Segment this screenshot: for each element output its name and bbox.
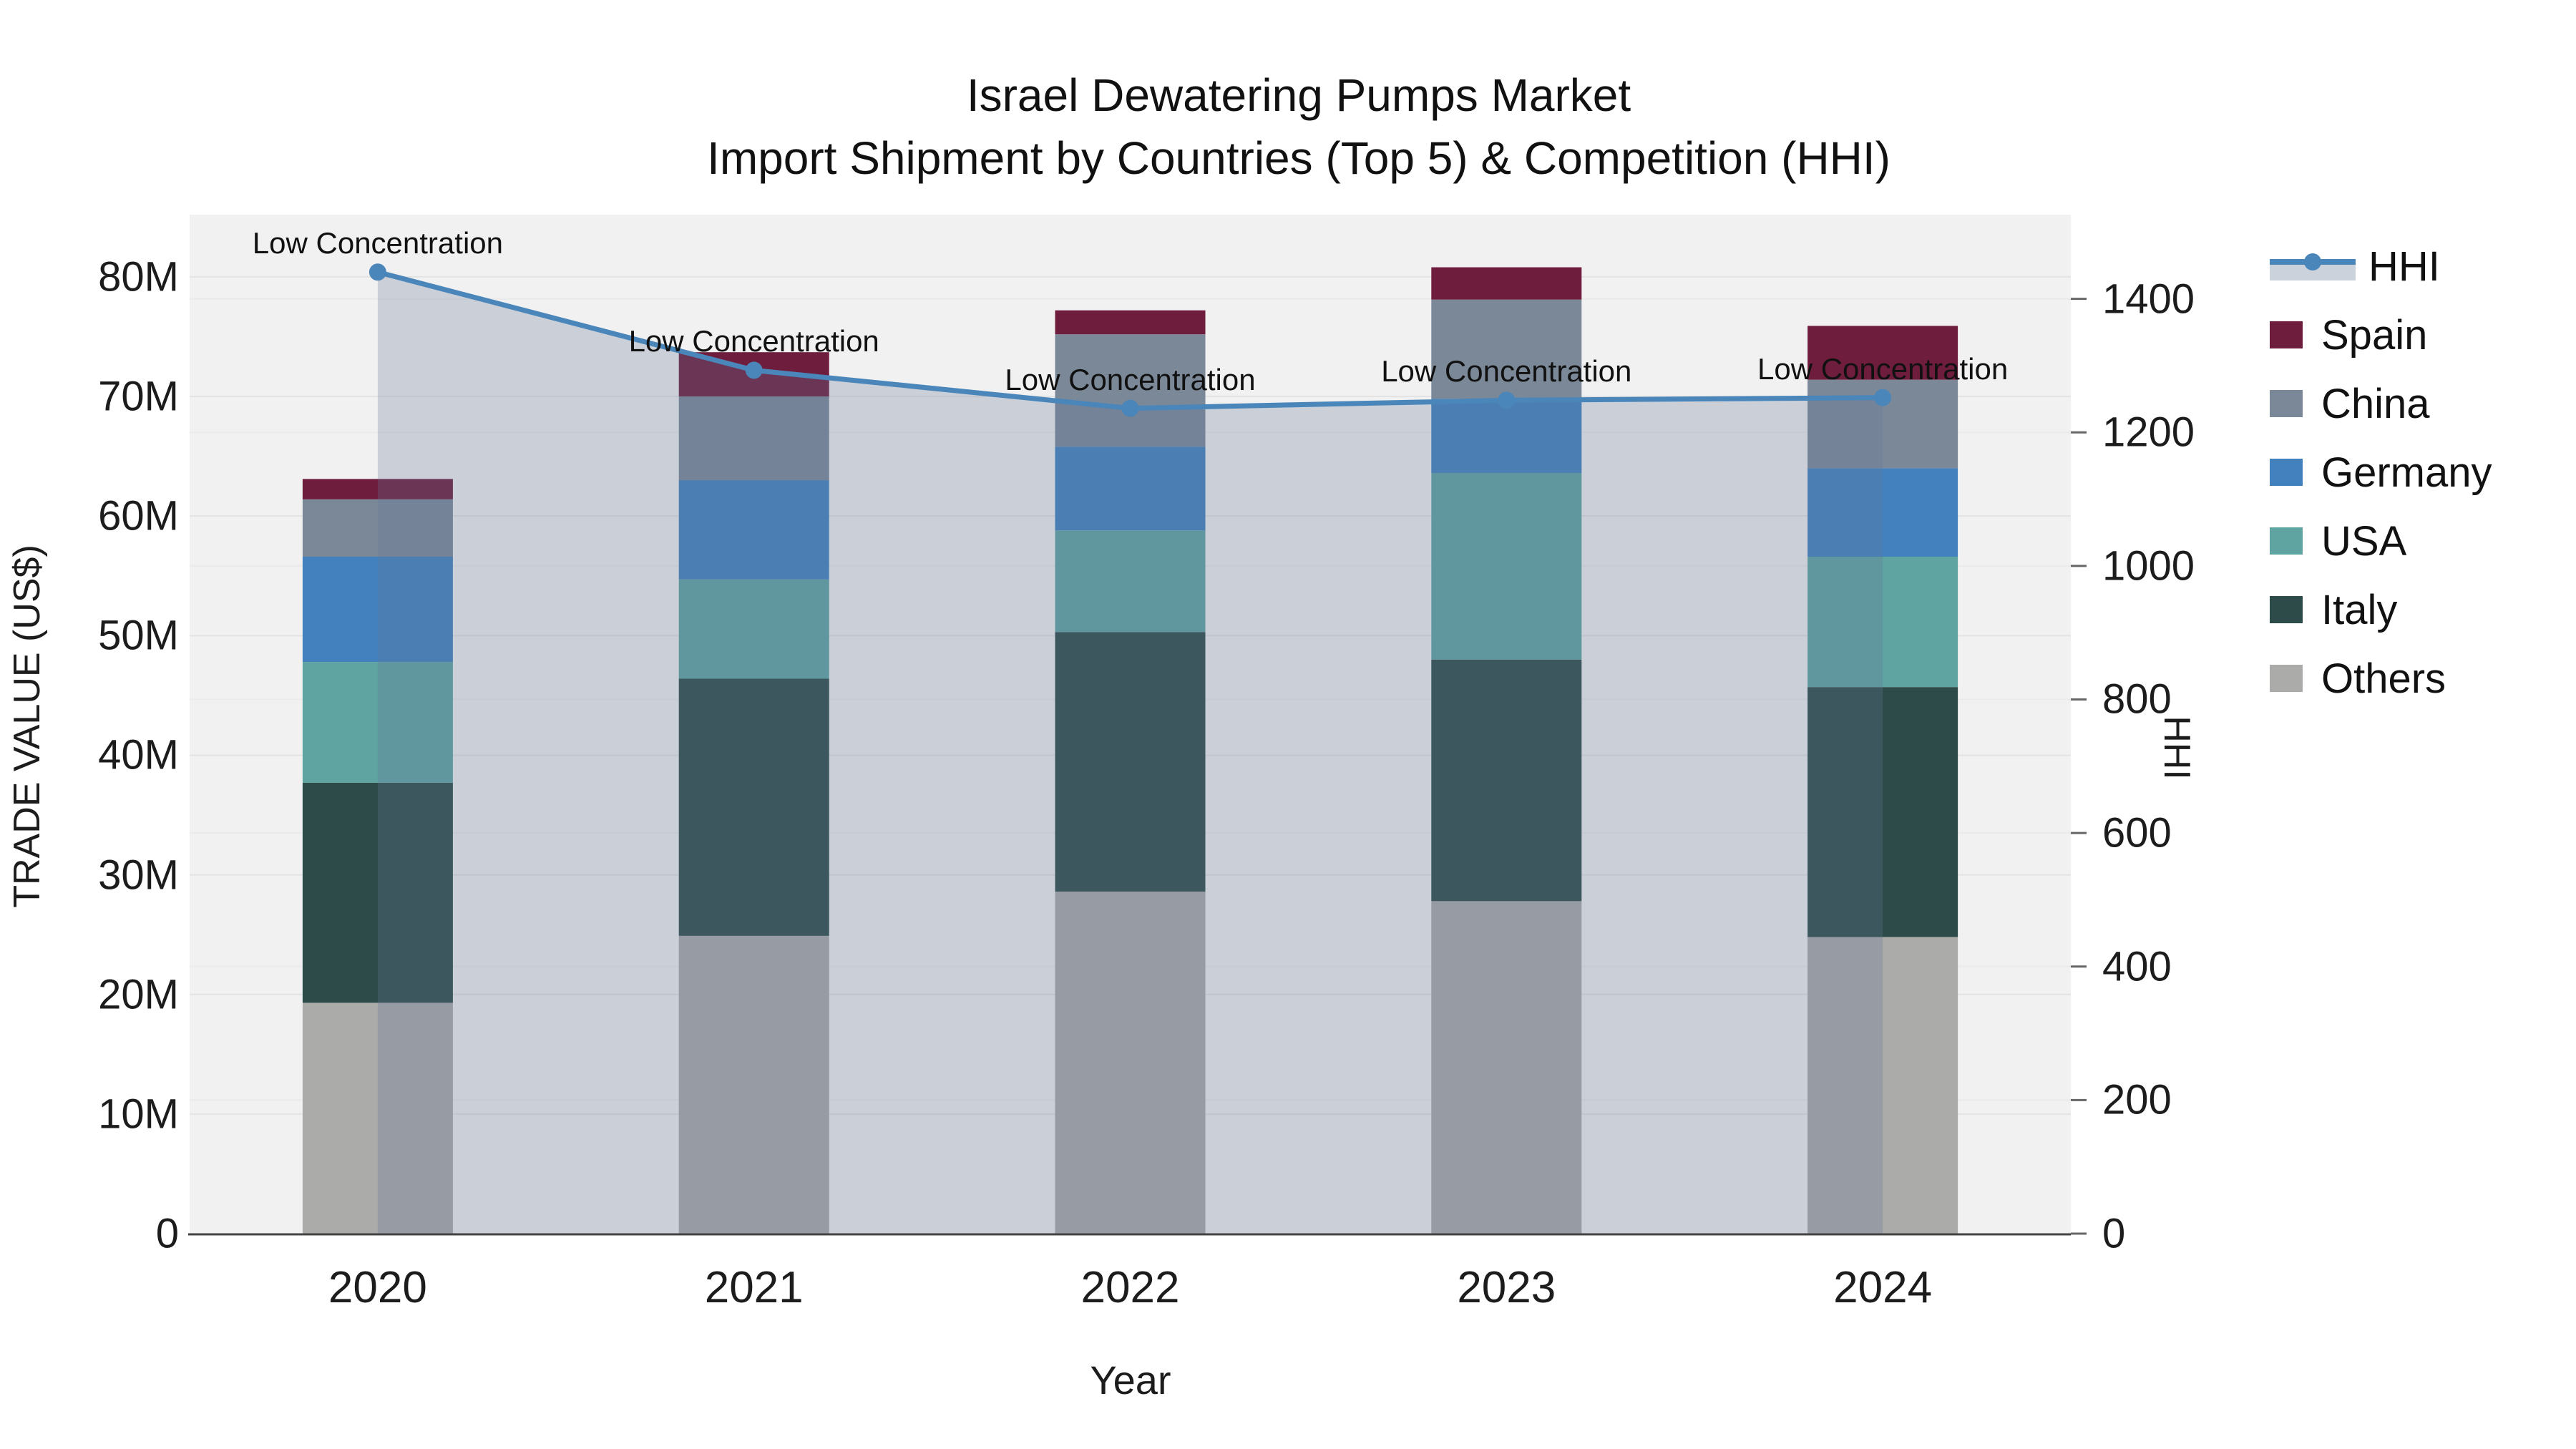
legend-swatch-china-icon bbox=[2270, 390, 2303, 417]
bar-segment-others-2023[interactable] bbox=[1431, 901, 1582, 1234]
bar-segment-germany-2020[interactable] bbox=[302, 557, 453, 663]
bar-segment-spain-2022[interactable] bbox=[1055, 310, 1206, 335]
bar-segment-spain-2024[interactable] bbox=[1807, 326, 1958, 380]
x-tick-label-2021: 2021 bbox=[704, 1263, 804, 1312]
chart-title-line2: Import Shipment by Countries (Top 5) & C… bbox=[707, 132, 1890, 184]
bar-segment-usa-2024[interactable] bbox=[1807, 557, 1958, 688]
legend-label-spain: Spain bbox=[2321, 311, 2428, 358]
annotation-low-concentration-2024: Low Concentration bbox=[1757, 351, 2009, 386]
bar-segment-china-2021[interactable] bbox=[678, 396, 829, 481]
legend-item-others[interactable]: Others bbox=[2270, 644, 2492, 713]
legend-label-germany: Germany bbox=[2321, 449, 2492, 496]
right-tick-label-1000: 1000 bbox=[2102, 542, 2195, 590]
bar-segment-germany-2021[interactable] bbox=[678, 480, 829, 580]
bar-segment-germany-2023[interactable] bbox=[1431, 399, 1582, 474]
left-tick-label-20M: 20M bbox=[98, 971, 179, 1018]
left-tick-label-50M: 50M bbox=[98, 612, 179, 659]
legend-label-italy: Italy bbox=[2321, 586, 2398, 633]
right-tick-label-1400: 1400 bbox=[2102, 275, 2195, 323]
hhi-legend-glyph-icon bbox=[2270, 250, 2356, 282]
bar-segment-others-2020[interactable] bbox=[302, 1002, 453, 1234]
left-tick-label-10M: 10M bbox=[98, 1091, 179, 1138]
x-axis-title: Year bbox=[1090, 1357, 1171, 1402]
bar-segment-usa-2020[interactable] bbox=[302, 662, 453, 783]
legend: HHI Spain China Germany USA Italy Others bbox=[2270, 232, 2492, 713]
right-tick-label-400: 400 bbox=[2102, 943, 2172, 990]
bar-segment-italy-2020[interactable] bbox=[302, 782, 453, 1003]
bar-segment-spain-2020[interactable] bbox=[302, 479, 453, 499]
legend-swatch-germany-icon bbox=[2270, 459, 2303, 486]
hhi-area-fill bbox=[377, 272, 1883, 1234]
bar-segment-italy-2022[interactable] bbox=[1055, 632, 1206, 892]
annotation-low-concentration-2022: Low Concentration bbox=[1005, 362, 1256, 396]
hhi-marker-2022[interactable] bbox=[1121, 399, 1139, 417]
right-tick-label-0: 0 bbox=[2102, 1210, 2126, 1257]
bar-segment-china-2020[interactable] bbox=[302, 499, 453, 557]
left-tick-label-30M: 30M bbox=[98, 852, 179, 899]
legend-item-germany[interactable]: Germany bbox=[2270, 438, 2492, 507]
bar-segment-germany-2024[interactable] bbox=[1807, 468, 1958, 557]
right-axis-title: HHI bbox=[2156, 716, 2197, 780]
bar-segment-usa-2022[interactable] bbox=[1055, 530, 1206, 633]
x-tick-label-2023: 2023 bbox=[1457, 1263, 1556, 1312]
bar-segment-italy-2024[interactable] bbox=[1807, 687, 1958, 937]
legend-item-italy[interactable]: Italy bbox=[2270, 575, 2492, 644]
hhi-marker-2021[interactable] bbox=[745, 361, 763, 379]
left-tick-label-60M: 60M bbox=[98, 492, 179, 540]
legend-label-china: China bbox=[2321, 380, 2430, 427]
annotation-low-concentration-2023: Low Concentration bbox=[1381, 354, 1632, 389]
right-tick-label-200: 200 bbox=[2102, 1076, 2172, 1123]
legend-item-spain[interactable]: Spain bbox=[2270, 301, 2492, 369]
legend-label-hhi: HHI bbox=[2368, 243, 2440, 290]
legend-item-hhi[interactable]: HHI bbox=[2270, 232, 2492, 301]
legend-swatch-italy-icon bbox=[2270, 596, 2303, 623]
bar-segment-others-2022[interactable] bbox=[1055, 891, 1206, 1234]
left-tick-label-40M: 40M bbox=[98, 731, 179, 779]
bar-segment-others-2024[interactable] bbox=[1807, 937, 1958, 1234]
legend-item-china[interactable]: China bbox=[2270, 369, 2492, 438]
left-tick-label-70M: 70M bbox=[98, 373, 179, 420]
annotation-low-concentration-2020: Low Concentration bbox=[252, 226, 503, 260]
bar-segment-italy-2021[interactable] bbox=[678, 678, 829, 936]
legend-swatch-usa-icon bbox=[2270, 527, 2303, 555]
bar-segment-italy-2023[interactable] bbox=[1431, 659, 1582, 902]
legend-swatch-spain-icon bbox=[2270, 321, 2303, 348]
right-tick-label-800: 800 bbox=[2102, 675, 2172, 723]
legend-label-usa: USA bbox=[2321, 517, 2407, 565]
bar-segment-usa-2023[interactable] bbox=[1431, 473, 1582, 660]
legend-swatch-others-icon bbox=[2270, 665, 2303, 692]
bar-segment-germany-2022[interactable] bbox=[1055, 447, 1206, 531]
bar-segment-others-2021[interactable] bbox=[678, 935, 829, 1234]
bar-segment-spain-2023[interactable] bbox=[1431, 267, 1582, 300]
legend-label-others: Others bbox=[2321, 655, 2446, 702]
annotation-low-concentration-2021: Low Concentration bbox=[628, 324, 879, 358]
chart-title-line1: Israel Dewatering Pumps Market bbox=[966, 69, 1631, 121]
bar-segment-china-2023[interactable] bbox=[1431, 299, 1582, 399]
bar-segment-china-2022[interactable] bbox=[1055, 334, 1206, 447]
left-tick-label-80M: 80M bbox=[98, 253, 179, 301]
bar-segment-usa-2021[interactable] bbox=[678, 579, 829, 679]
legend-item-usa[interactable]: USA bbox=[2270, 507, 2492, 575]
hhi-marker-2023[interactable] bbox=[1498, 391, 1516, 409]
right-tick-label-600: 600 bbox=[2102, 809, 2172, 857]
hhi-marker-2020[interactable] bbox=[369, 263, 386, 281]
x-tick-label-2020: 2020 bbox=[328, 1263, 427, 1312]
x-tick-label-2022: 2022 bbox=[1080, 1263, 1180, 1312]
right-tick-label-1200: 1200 bbox=[2102, 409, 2195, 456]
x-tick-label-2024: 2024 bbox=[1833, 1263, 1933, 1312]
left-tick-label-0: 0 bbox=[155, 1210, 179, 1257]
hhi-marker-2024[interactable] bbox=[1874, 389, 1892, 406]
